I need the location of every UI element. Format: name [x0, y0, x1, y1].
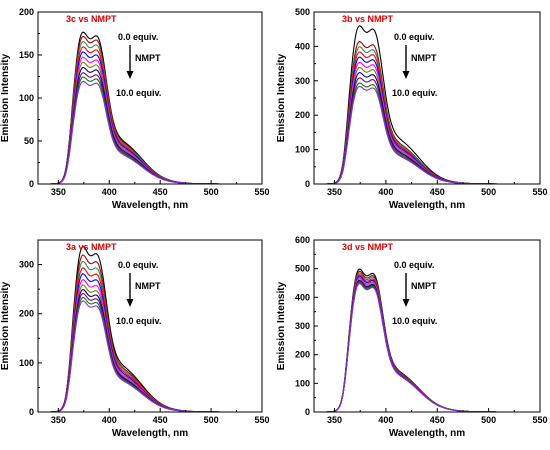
series-line-3	[314, 274, 540, 413]
x-tick-label: 500	[204, 187, 219, 197]
annotation-start: 0.0 equiv.	[394, 32, 434, 42]
x-axis-label: Wavelength, nm	[389, 428, 465, 439]
series-group	[314, 25, 540, 185]
y-tick-label: 300	[295, 321, 310, 331]
y-tick-label: 500	[295, 264, 310, 274]
x-axis-label: Wavelength, nm	[389, 200, 465, 211]
annotation-start: 0.0 equiv.	[118, 260, 158, 270]
annotation-label: NMPT	[411, 281, 437, 291]
x-tick-label: 500	[204, 415, 219, 425]
series-line-2	[314, 46, 540, 185]
series-line-3	[38, 46, 262, 185]
series-line-6	[38, 61, 262, 185]
x-tick-label: 500	[481, 415, 496, 425]
y-tick-label: 200	[19, 309, 34, 319]
y-tick-label: 200	[19, 7, 34, 17]
y-tick-label: 200	[295, 110, 310, 120]
x-tick-label: 550	[254, 187, 269, 197]
series-line-8	[314, 281, 540, 413]
chart-panel-3b: 350 400 450 500 550 0 100 200 300 400 500 Wavelengt…	[276, 7, 548, 211]
y-tick-label: 0	[305, 407, 310, 417]
series-line-7	[38, 67, 262, 185]
x-tick-label: 550	[254, 415, 269, 425]
panel-title: 3c vs NMPT	[66, 14, 117, 24]
panel-title: 3a vs NMPT	[66, 242, 117, 252]
y-axis-label: Emission Intensity	[0, 53, 11, 142]
annotation-end: 10.0 equiv.	[392, 316, 437, 326]
series-line-4	[314, 56, 540, 185]
x-tick-label: 400	[102, 187, 117, 197]
y-tick-label: 400	[295, 41, 310, 51]
annotation-end: 10.0 equiv.	[116, 88, 161, 98]
plot-frame	[37, 239, 263, 413]
x-tick-label: 400	[378, 415, 393, 425]
annotation-start: 0.0 equiv.	[118, 32, 158, 42]
arrow-down-icon	[402, 299, 410, 307]
y-axis-label: Emission Intensity	[276, 53, 287, 142]
series-line-3	[314, 51, 540, 185]
annotation-label: NMPT	[135, 53, 161, 63]
x-tick-label: 400	[102, 415, 117, 425]
series-group	[38, 246, 262, 413]
series-line-5	[314, 277, 540, 413]
series-line-5	[314, 61, 540, 185]
x-axis-label: Wavelength, nm	[112, 200, 188, 211]
x-tick-label: 350	[51, 187, 66, 197]
arrow-down-icon	[402, 71, 410, 79]
x-tick-label: 550	[532, 415, 547, 425]
y-tick-label: 100	[295, 145, 310, 155]
series-line-4	[38, 51, 262, 185]
series-line-4	[314, 275, 540, 413]
y-tick-label: 300	[19, 260, 34, 270]
x-tick-label: 450	[430, 187, 445, 197]
y-tick-label: 200	[295, 350, 310, 360]
chart-panel-3a: 350 400 450 500 550 0 100 200 300 Wavelength, nm E…	[0, 239, 270, 439]
arrow-down-icon	[126, 299, 134, 307]
y-tick-label: 100	[295, 378, 310, 388]
y-tick-label: 0	[29, 407, 34, 417]
panel-title: 3d vs NMPT	[342, 242, 394, 252]
x-tick-label: 350	[327, 415, 342, 425]
series-line-2	[38, 41, 262, 185]
y-tick-label: 400	[295, 292, 310, 302]
x-tick-label: 350	[327, 187, 342, 197]
panel-title: 3b vs NMPT	[342, 14, 394, 24]
x-tick-label: 450	[153, 187, 168, 197]
y-axis-label: Emission Intensity	[0, 281, 11, 370]
chart-panel-3c: 350 400 450 500 550 0 50 100 150 200 Wavelength, n…	[0, 7, 270, 211]
x-tick-label: 450	[430, 415, 445, 425]
annotation-label: NMPT	[411, 53, 437, 63]
annotation-end: 10.0 equiv.	[116, 316, 161, 326]
y-tick-label: 150	[19, 50, 34, 60]
y-tick-label: 0	[29, 179, 34, 189]
annotation-start: 0.0 equiv.	[394, 260, 434, 270]
y-tick-label: 100	[19, 358, 34, 368]
x-tick-label: 500	[481, 187, 496, 197]
y-axis-label: Emission Intensity	[276, 281, 287, 370]
series-line-7	[314, 279, 540, 413]
x-tick-label: 350	[51, 415, 66, 425]
arrow-down-icon	[126, 71, 134, 79]
y-tick-label: 600	[295, 235, 310, 245]
series-line-4	[38, 273, 262, 413]
series-line-0	[314, 25, 540, 185]
annotation-end: 10.0 equiv.	[392, 88, 437, 98]
x-tick-label: 550	[532, 187, 547, 197]
x-tick-label: 400	[378, 187, 393, 197]
series-line-5	[38, 56, 262, 185]
y-tick-label: 500	[295, 7, 310, 17]
series-line-6	[314, 278, 540, 413]
x-tick-label: 450	[153, 415, 168, 425]
annotation-label: NMPT	[135, 281, 161, 291]
y-tick-label: 50	[24, 136, 34, 146]
chart-panel-3d: 350 400 450 500 550 0 100 200 300 400 500 600 Wavele…	[276, 235, 548, 439]
series-line-2	[314, 272, 540, 413]
series-line-5	[38, 279, 262, 413]
y-tick-label: 300	[295, 76, 310, 86]
y-tick-label: 100	[19, 93, 34, 103]
x-axis-label: Wavelength, nm	[112, 428, 188, 439]
y-tick-label: 0	[305, 179, 310, 189]
series-line-0	[38, 246, 262, 413]
